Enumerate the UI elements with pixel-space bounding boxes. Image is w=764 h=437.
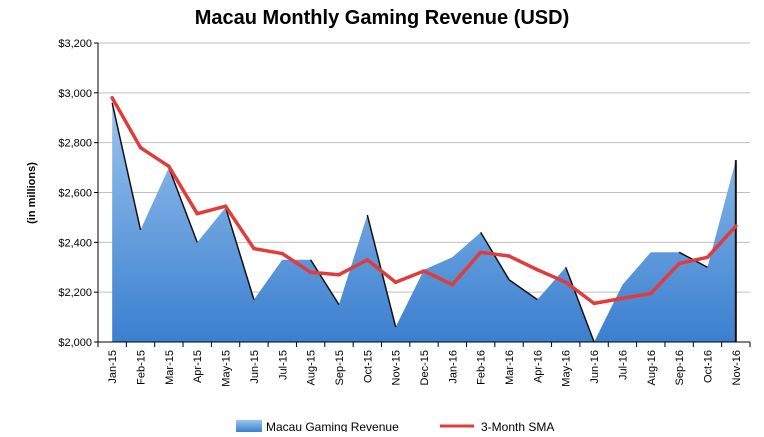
y-tick-label: $2,400 (58, 237, 92, 249)
x-tick-label: Feb-16 (476, 350, 488, 385)
legend-label-revenue: Macau Gaming Revenue (266, 420, 399, 432)
x-tick-label: Mar-16 (504, 350, 516, 385)
sma-point (138, 145, 143, 150)
sma-point (337, 272, 341, 277)
y-axis-label: (in millions) (26, 162, 38, 224)
x-tick-label: Nov-16 (731, 350, 743, 385)
x-tick-label: Jun-15 (249, 350, 261, 384)
x-tick-label: Jul-15 (277, 350, 289, 380)
plot-area (110, 96, 738, 343)
sma-point (393, 280, 398, 285)
sma-point (620, 296, 625, 301)
x-tick-label: Aug-15 (306, 350, 318, 385)
revenue-edge (309, 259, 340, 306)
legend-swatch-revenue (236, 420, 262, 432)
revenue-edge (224, 207, 255, 300)
sma-point (422, 269, 426, 273)
sma-point (677, 261, 681, 266)
x-tick-label: Mar-15 (164, 350, 176, 385)
sma-point (110, 96, 114, 100)
sma-point (195, 211, 200, 216)
revenue-edge (168, 167, 198, 243)
legend: Macau Gaming Revenue 3-Month SMA (236, 420, 554, 434)
x-tick-label: Oct-16 (702, 350, 714, 383)
revenue-edge (565, 266, 595, 343)
sma-point (648, 291, 653, 296)
legend-label-sma: 3-Month SMA (481, 420, 554, 432)
sma-point (223, 204, 228, 209)
x-tick-label: Apr-15 (192, 350, 204, 383)
x-tick-label: May-15 (221, 350, 233, 387)
axes: $2,000 $2,200 $2,400 $2,600 $2,800 $3,000 $3,2… (58, 38, 751, 387)
revenue-edge (111, 102, 142, 231)
revenue-edge (508, 279, 538, 301)
x-tick-label: May-16 (561, 350, 573, 387)
sma-point (478, 250, 483, 255)
sma-point (592, 301, 596, 306)
x-tick-label: Sep-16 (674, 350, 686, 385)
x-tick-label: Sep-15 (334, 350, 346, 385)
sma-point (734, 224, 738, 228)
x-tick-label: Feb-15 (136, 350, 148, 385)
chart-title: Macau Monthly Gaming Revenue (USD) (195, 7, 570, 29)
x-tick-label: Aug-16 (646, 350, 658, 385)
y-tick-label: $3,200 (58, 38, 92, 50)
revenue-area (112, 102, 736, 342)
sma-point (535, 267, 540, 272)
sma-point (705, 255, 710, 260)
sma-point (507, 254, 511, 258)
x-tick-label: Apr-16 (532, 350, 544, 383)
x-tick-label: Jan-16 (447, 350, 459, 384)
y-tick-label: $3,000 (58, 88, 92, 100)
x-tick-label: Jun-16 (589, 350, 601, 384)
revenue-edge (480, 231, 510, 281)
y-tick-label: $2,200 (58, 287, 92, 299)
sma-point (252, 246, 256, 251)
x-tick-label: Dec-15 (419, 350, 431, 385)
sma-point (365, 257, 370, 262)
sma-point (308, 270, 313, 275)
y-tick-label: $2,800 (58, 138, 92, 150)
sma-point (563, 280, 568, 285)
sma-point (280, 251, 285, 256)
x-tick-label: Oct-15 (362, 350, 374, 383)
x-tick-label: Jan-15 (107, 350, 119, 384)
sma-point (167, 164, 171, 169)
y-tick-label: $2,600 (58, 188, 92, 200)
sma-point (450, 282, 455, 287)
x-tick-label: Nov-15 (391, 350, 403, 385)
x-tick-label: Jul-16 (617, 350, 629, 380)
y-tick-label: $2,000 (58, 337, 92, 349)
